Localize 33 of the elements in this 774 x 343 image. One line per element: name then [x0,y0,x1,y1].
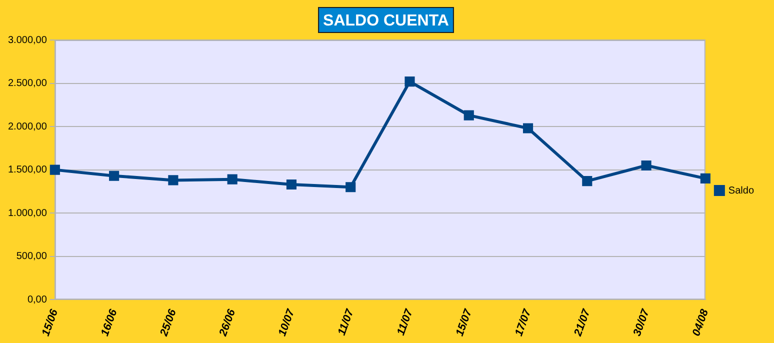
x-tick-label: 15/06 [40,307,61,338]
chart-title: SALDO CUENTA [323,12,450,30]
point [286,179,297,190]
point [522,123,534,134]
point [404,76,415,87]
y-tick-label: 2.500,00 [8,78,48,90]
point [168,175,178,186]
x-tick-label: 10/07 [276,307,298,338]
point [50,164,60,175]
point [700,173,710,184]
point [346,182,356,192]
x-tick-label: 30/07 [631,307,652,338]
point [464,110,474,120]
legend-label: Saldo [728,185,754,196]
x-tick-label: 11/07 [336,307,357,338]
y-tick-label: 1.000,00 [8,208,48,219]
x-tick-label: 11/07 [395,307,416,338]
x-tick-label: 21/07 [572,307,594,339]
point [227,174,238,184]
x-tick-label: 25/06 [158,307,180,339]
y-tick-label: 1.500,00 [8,164,48,176]
x-tick-label: 15/07 [454,307,475,338]
x-tick-label: 16/06 [99,307,120,338]
x-tick-label: 17/07 [513,307,534,338]
x-tick-label: 26/06 [216,307,238,339]
point [109,170,120,181]
y-tick-label: 0,00 [27,294,48,306]
point [641,160,652,171]
y-tick-label: 500,00 [16,251,48,262]
y-tick-label: 2.000,00 [8,121,48,132]
y-tick-label: 3.000,00 [8,34,48,46]
x-tick-label: 04/08 [690,307,712,338]
point [582,176,592,186]
